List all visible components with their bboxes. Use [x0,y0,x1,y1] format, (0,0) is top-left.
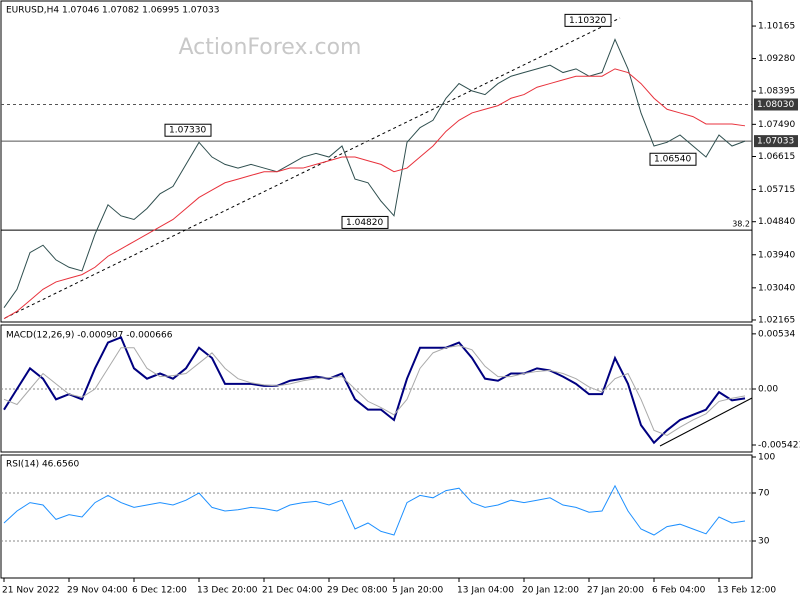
trend-line [4,17,621,319]
rsi-panel [0,454,753,579]
series-line [3,336,746,445]
y-tick-label: 1.02165 [758,315,795,325]
x-tick-label: 6 Dec 12:00 [132,586,187,596]
x-tick-label: 13 Jan 04:00 [457,586,514,596]
y-tick-label: 100 [758,453,775,463]
x-tick-label: 13 Feb 12:00 [717,586,776,596]
x-tick-label: 21 Nov 2022 [2,586,60,596]
fib-label: 38.2 [732,220,750,229]
series-line [3,68,746,320]
price-level-box [754,98,798,111]
y-tick-label: 1.09280 [758,54,795,64]
annotation-label: 1.07330 [169,126,206,136]
annotation-box [164,123,212,137]
x-tick-label: 29 Dec 08:00 [327,586,388,596]
y-tick-label: 1.06615 [758,152,795,162]
y-tick-label: 1.10165 [758,22,795,32]
y-tick-label: 1.03940 [758,250,795,260]
price-level-box [754,135,798,148]
y-tick-label: 1.08395 [758,87,795,97]
x-tick-label: 21 Dec 04:00 [262,586,323,596]
x-tick-label: 29 Nov 04:00 [67,586,128,596]
price-level-label: 1.07033 [757,137,794,147]
x-tick-label: 13 Dec 20:00 [197,586,258,596]
y-tick-label: 1.05715 [758,185,795,195]
y-tick-label: 1.04840 [758,217,795,227]
y-tick-label: 1.07490 [758,120,795,130]
y-tick-label: 70 [758,489,770,499]
y-tick-label: 1.03040 [758,283,795,293]
y-tick-label: 30 [758,537,770,547]
annotation-label: 1.04820 [346,218,383,228]
price-panel [0,0,753,323]
price-level-label: 1.08030 [757,100,794,110]
y-tick-label: 0.00 [758,385,778,395]
annotation-label: 1.06540 [654,155,691,165]
series-line [3,345,746,437]
series-line [3,38,746,308]
annotation-label: 1.10320 [569,16,606,26]
macd-trend-line [659,397,753,447]
chart-title: EURUSD,H4 1.07046 1.07082 1.06995 1.0703… [6,6,219,16]
annotation-box [649,152,697,166]
x-tick-label: 20 Jan 12:00 [522,586,579,596]
rsi-title: RSI(14) 46.6560 [6,460,79,470]
x-tick-label: 5 Jan 20:00 [392,586,444,596]
macd-title: MACD(12,26,9) -0.000907 -0.000666 [6,331,173,341]
y-tick-label: -0.005421 [758,440,800,450]
series-line [3,484,746,536]
x-tick-label: 6 Feb 04:00 [652,586,706,596]
watermark: ActionForex.com [179,35,362,60]
x-tick-label: 27 Jan 20:00 [587,586,644,596]
annotation-box [564,13,612,27]
y-tick-label: 0.00534 [758,329,795,339]
annotation-box [341,215,389,229]
